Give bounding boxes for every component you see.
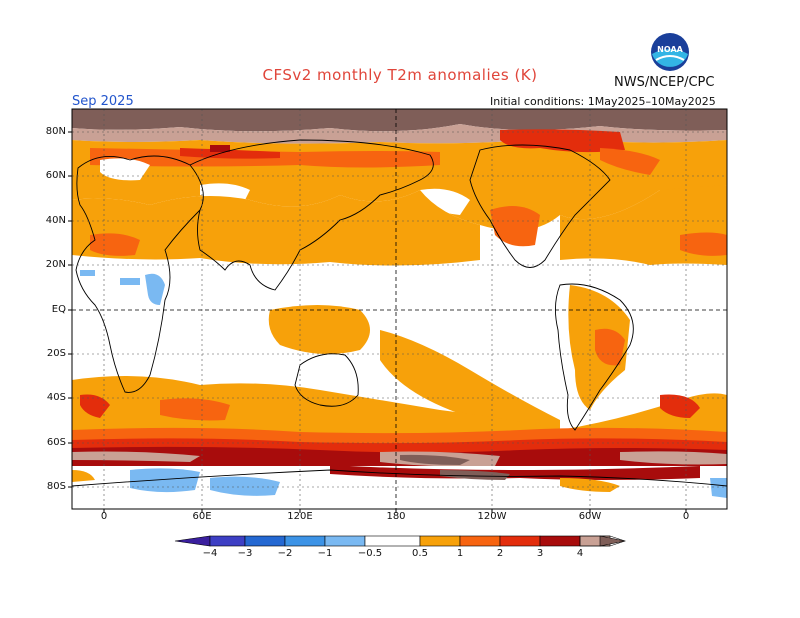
colorbar-m4-m3 xyxy=(209,535,246,547)
lat-label-80n: 80N xyxy=(45,126,66,137)
anomaly-fields xyxy=(72,109,727,509)
lon-label-60e: 60E xyxy=(192,511,212,522)
lat-label-60n: 60N xyxy=(45,170,66,181)
colorbar-lt-m4 xyxy=(174,535,211,547)
map-frame xyxy=(71,108,728,510)
colorbar-m1-m05 xyxy=(324,535,366,547)
lat-label-60s: 60S xyxy=(46,437,66,448)
colorbar-neutral xyxy=(364,535,421,547)
lat-label-40n: 40N xyxy=(45,215,66,226)
colorbar-label-p4: 4 xyxy=(576,548,584,559)
map-title: CFSv2 monthly T2m anomalies (K) xyxy=(262,66,538,84)
lon-label-60w: 60W xyxy=(578,511,602,522)
lat-label-20s: 20S xyxy=(46,348,66,359)
colorbar-label-p3: 3 xyxy=(536,548,544,559)
lat-label-20n: 20N xyxy=(45,259,66,270)
noaa-logo: NOAA xyxy=(650,32,690,72)
colorbar-m3-m2 xyxy=(244,535,286,547)
colorbar-label-p1: 1 xyxy=(456,548,464,559)
forecast-month: Sep 2025 xyxy=(72,94,134,109)
lat-label-eq: EQ xyxy=(51,304,66,315)
colorbar-label-m3: −3 xyxy=(237,548,253,559)
color-bar xyxy=(174,535,626,547)
colorbar-label-p2: 2 xyxy=(496,548,504,559)
colorbar-label-m4: −4 xyxy=(202,548,218,559)
lon-label-180: 180 xyxy=(386,511,406,522)
colorbar-p05-1 xyxy=(419,535,461,547)
colorbar-m2-m1 xyxy=(284,535,326,547)
lon-label-120w: 120W xyxy=(477,511,507,522)
lon-label-0: 0 xyxy=(100,511,108,522)
coastlines xyxy=(72,139,727,487)
colorbar-label-p05: 0.5 xyxy=(412,548,428,559)
colorbar-p1-2 xyxy=(459,535,501,547)
agency-label: NWS/NCEP/CPC xyxy=(614,75,715,90)
colorbar-p2-3 xyxy=(499,535,541,547)
initial-conditions: Initial conditions: 1May2025–10May2025 xyxy=(490,95,716,108)
colorbar-p3-4 xyxy=(539,535,581,547)
tick-marks xyxy=(68,131,687,513)
colorbar-label-m05: −0.5 xyxy=(357,548,383,559)
lat-label-80s: 80S xyxy=(46,481,66,492)
colorbar-label-m2: −2 xyxy=(277,548,293,559)
colorbar-label-m1: −1 xyxy=(317,548,333,559)
lon-label-0-east: 0 xyxy=(682,511,690,522)
colorbar-gt-5 xyxy=(599,535,626,547)
graticule xyxy=(72,109,727,509)
lat-label-40s: 40S xyxy=(46,392,66,403)
lon-label-120e: 120E xyxy=(287,511,313,522)
svg-text:NOAA: NOAA xyxy=(657,45,683,54)
